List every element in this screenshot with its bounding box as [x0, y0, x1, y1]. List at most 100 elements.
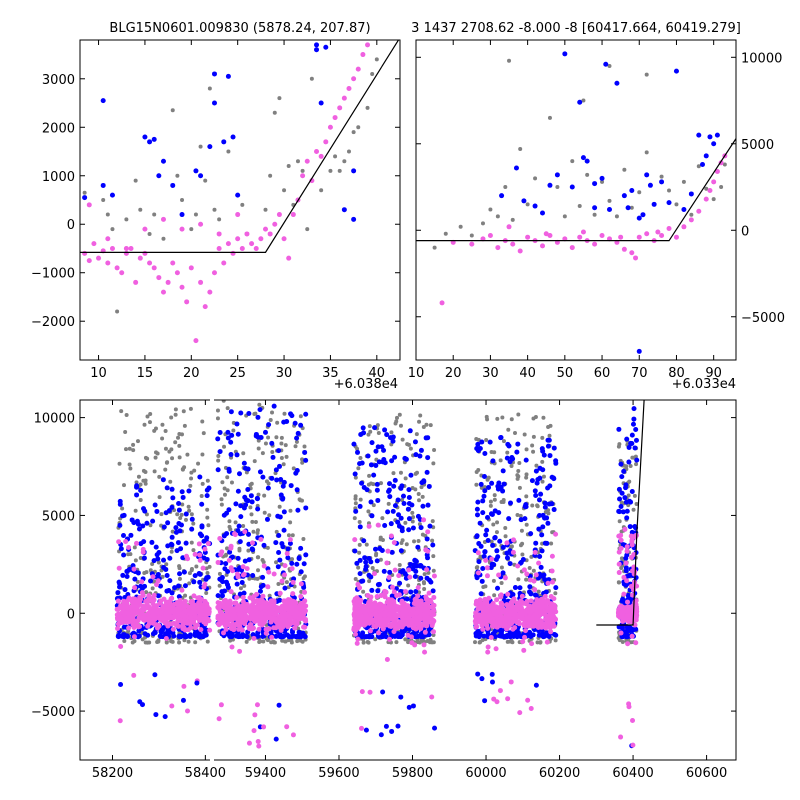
data-point: [194, 629, 200, 635]
data-point: [387, 636, 393, 642]
data-point: [424, 596, 430, 602]
data-point: [169, 542, 175, 548]
data-point: [507, 561, 513, 567]
data-point: [231, 428, 236, 433]
data-point: [246, 548, 251, 553]
data-point: [538, 640, 543, 645]
data-point: [203, 576, 209, 582]
data-point: [392, 567, 398, 573]
data-point: [301, 603, 307, 609]
data-point: [621, 246, 627, 252]
data-point: [276, 549, 282, 555]
data-point: [553, 591, 558, 596]
data-point: [255, 506, 261, 512]
data-point: [543, 616, 549, 622]
data-point: [618, 234, 624, 240]
data-point: [198, 627, 204, 633]
data-point: [367, 579, 372, 584]
data-point: [495, 245, 501, 251]
data-point: [332, 115, 338, 121]
data-point: [516, 577, 521, 582]
data-point: [371, 571, 377, 577]
data-point: [489, 450, 494, 455]
data-point: [123, 539, 129, 545]
data-point: [522, 516, 528, 522]
data-point: [352, 631, 358, 637]
data-point: [288, 483, 294, 489]
data-point: [382, 427, 388, 433]
data-point: [418, 413, 423, 418]
data-point: [599, 232, 605, 238]
data-point: [378, 535, 383, 540]
data-point: [186, 639, 191, 644]
data-point: [291, 601, 297, 607]
data-point: [303, 411, 309, 417]
data-point: [403, 476, 408, 481]
data-point: [267, 593, 272, 598]
data-point: [200, 452, 205, 457]
data-point: [634, 502, 639, 507]
data-point: [181, 409, 186, 414]
data-point: [281, 419, 287, 425]
data-point: [518, 517, 524, 523]
data-point: [531, 449, 536, 454]
data-point: [242, 529, 248, 535]
data-point: [277, 463, 283, 469]
data-point: [607, 198, 612, 203]
data-point: [631, 507, 636, 512]
data-point: [241, 620, 247, 626]
data-point: [512, 608, 518, 614]
data-point: [405, 506, 411, 512]
x-tick-label: 70: [631, 366, 648, 381]
zoom-panel-right: 3 1437 2708.62 -8.000 -8 [60417.664, 604…: [408, 21, 785, 392]
data-point: [420, 503, 426, 509]
data-point: [359, 480, 365, 486]
data-point: [524, 447, 529, 452]
data-point: [584, 158, 590, 164]
data-point: [540, 243, 546, 249]
y-tick-label: 0: [67, 218, 75, 233]
data-point: [485, 625, 491, 631]
data-point: [189, 470, 194, 475]
data-point: [198, 279, 204, 285]
data-point: [548, 629, 554, 635]
data-point: [481, 553, 487, 559]
data-point: [352, 548, 358, 554]
data-point: [219, 593, 225, 599]
data-point: [120, 572, 126, 578]
data-point: [620, 596, 626, 602]
data-point: [425, 529, 431, 535]
data-point: [250, 632, 256, 638]
data-point: [222, 566, 228, 572]
data-point: [131, 634, 137, 640]
data-point: [333, 154, 338, 159]
data-point: [366, 572, 372, 578]
data-point: [421, 424, 426, 429]
data-point: [135, 618, 141, 624]
data-point: [251, 728, 257, 734]
data-point: [547, 453, 553, 459]
data-point: [525, 616, 531, 622]
data-point: [258, 536, 264, 542]
data-point: [553, 531, 559, 537]
data-point: [240, 594, 246, 600]
data-point: [527, 589, 533, 595]
data-point: [302, 449, 308, 455]
data-point: [191, 548, 196, 553]
data-point: [550, 623, 556, 629]
data-point: [288, 520, 293, 525]
data-point: [246, 411, 252, 417]
data-point: [163, 599, 169, 605]
data-point: [415, 608, 421, 614]
data-point: [203, 178, 208, 183]
data-point: [502, 622, 508, 628]
data-point: [288, 508, 293, 513]
data-point: [632, 493, 637, 498]
data-point: [545, 443, 551, 449]
y-tick-label: 1000: [42, 170, 75, 185]
data-point: [245, 498, 251, 504]
data-point: [489, 556, 495, 562]
data-point: [183, 593, 188, 598]
data-point: [473, 631, 479, 637]
data-point: [367, 473, 372, 478]
